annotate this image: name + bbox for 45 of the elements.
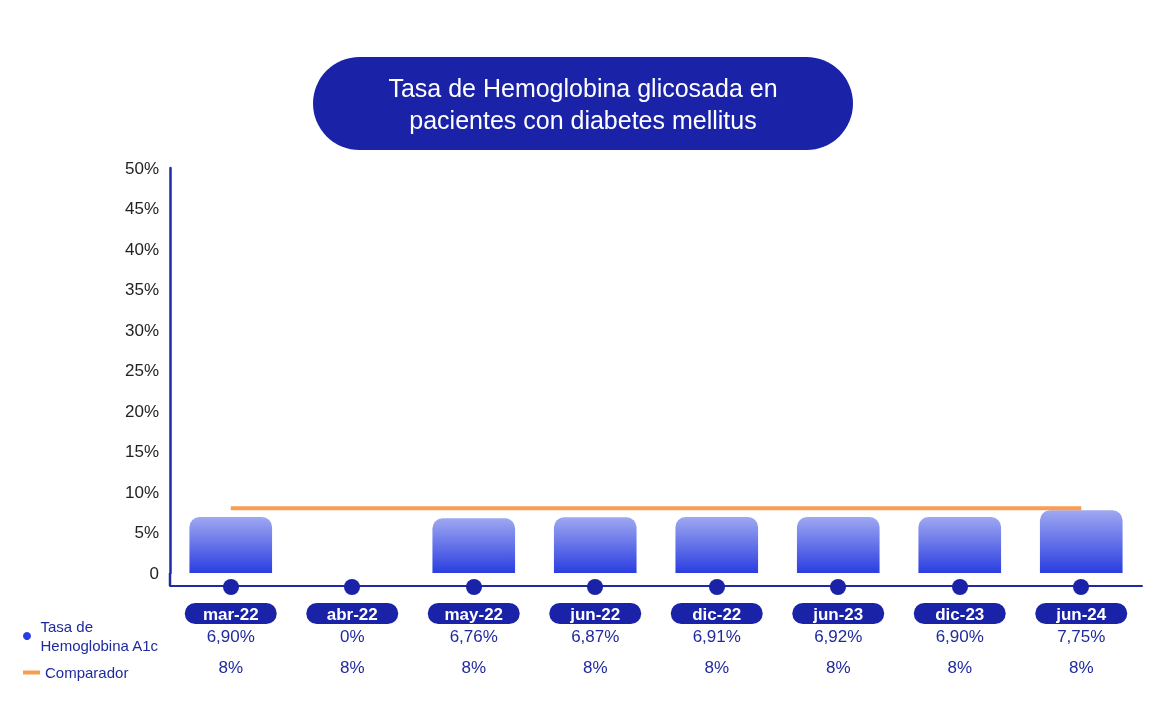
bar [1039, 510, 1123, 573]
data-label: 8% [703, 658, 731, 678]
legend-label: Comparador [45, 664, 129, 681]
data-label: 6,91% [691, 627, 742, 647]
bar [432, 518, 516, 573]
data-label: 6,90% [205, 627, 256, 647]
y-tick-label: 35% [124, 280, 159, 299]
y-tick-label: 5% [134, 523, 159, 542]
x-tick-label: abr-22 [326, 604, 378, 624]
bar [918, 517, 1002, 573]
bar [675, 517, 759, 573]
x-tick-label: dic-22 [692, 604, 742, 624]
data-label: 8% [581, 658, 609, 678]
y-tick-label: 15% [124, 442, 159, 461]
bar [189, 517, 273, 573]
data-label: 8% [1067, 658, 1095, 678]
x-tick-label: may-22 [444, 604, 504, 624]
data-label: 6,92% [813, 627, 864, 647]
y-tick-label: 20% [124, 401, 159, 421]
x-tick-label: dic-23 [935, 604, 985, 624]
data-label: 0% [338, 627, 366, 647]
data-label: 6,87% [570, 627, 621, 647]
legend-label: Tasa de Hemoglobina A1c [40, 618, 159, 654]
data-label: 8% [946, 658, 974, 678]
bar [796, 516, 880, 573]
y-tick-label: 10% [124, 482, 159, 502]
data-label: 8% [338, 658, 366, 678]
bar [553, 517, 637, 573]
data-label: 8% [460, 658, 488, 678]
y-tick-label: 30% [124, 320, 159, 340]
data-label: 8% [217, 658, 245, 678]
y-tick-label: 0 [149, 563, 159, 583]
y-tick-label: 40% [124, 239, 159, 259]
y-tick-label: 25% [124, 361, 159, 380]
y-tick-label: 45% [124, 199, 159, 218]
x-tick-label: mar-22 [202, 604, 259, 624]
x-tick-label: jun-22 [569, 604, 621, 624]
data-label: 8% [824, 658, 852, 678]
data-label: 6,76% [448, 627, 499, 647]
x-tick-label: jun-23 [812, 604, 864, 624]
data-label: 7,75% [1056, 627, 1107, 647]
y-tick-label: 50% [124, 158, 159, 178]
data-label: 6,90% [934, 627, 985, 647]
chart-title: Tasa de Hemoglobina glicosada en pacientes con diabetes mellitus [387, 72, 779, 136]
x-tick-label: jun-24 [1055, 604, 1107, 624]
